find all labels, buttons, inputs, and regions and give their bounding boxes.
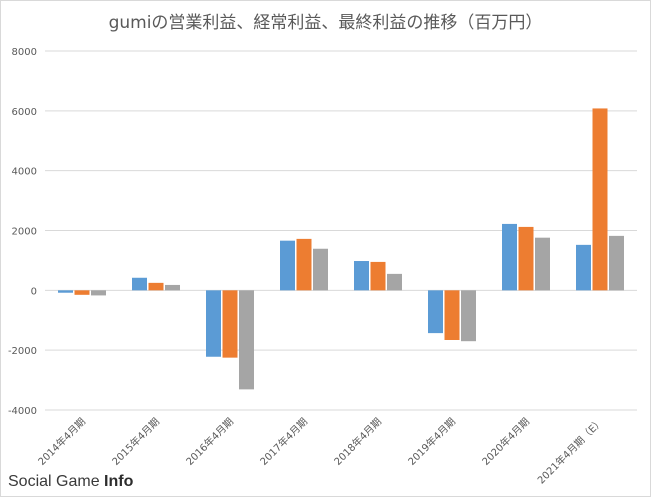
bar-2-8: [592, 108, 608, 291]
bar-2-6: [444, 290, 460, 340]
bar-2-1: [74, 290, 90, 295]
watermark-accent: Info: [104, 473, 134, 490]
bar-3-1: [91, 290, 106, 296]
watermark-text: Social Game: [8, 473, 105, 490]
x-tick-label: 2015年4月期: [109, 415, 162, 468]
y-tick-label: 8000: [12, 47, 37, 58]
bar-2-3: [222, 290, 238, 358]
y-tick-label: 6000: [12, 107, 37, 118]
bar-1-5: [354, 261, 369, 291]
bar-1-8: [576, 244, 591, 291]
y-axis-ticks: -4000 -2000 0 2000 4000 6000 8000: [8, 47, 37, 417]
bar-3-5: [387, 273, 402, 291]
bar-1-4: [280, 240, 295, 291]
bar-3-7: [535, 237, 550, 291]
bar-1-1: [58, 290, 73, 293]
bar-3-6: [461, 290, 476, 342]
y-tick-label: 0: [31, 286, 37, 297]
x-tick-label: 2016年4月期: [183, 415, 236, 468]
bar-1-2: [132, 277, 147, 291]
bar-1-7: [502, 223, 517, 291]
x-tick-label: 2020年4月期: [479, 415, 532, 468]
x-tick-label: 2021年4月期（E）: [535, 415, 607, 487]
watermark-logo: Social Game Info: [8, 473, 133, 491]
bar-1-3: [206, 290, 221, 357]
bars: [58, 108, 624, 390]
bar-2-5: [370, 261, 386, 291]
x-tick-label: 2017年4月期: [257, 415, 310, 468]
bar-2-4: [296, 238, 312, 291]
x-tick-label: 2018年4月期: [331, 415, 384, 468]
bar-3-2: [165, 284, 180, 291]
bar-3-8: [609, 235, 624, 291]
chart-title: gumiの営業利益、経常利益、最終利益の推移（百万円）: [108, 13, 543, 33]
bar-2-2: [148, 282, 164, 291]
bar-3-3: [239, 290, 254, 390]
grid-lines: [45, 50, 637, 411]
y-tick-label: 2000: [12, 227, 37, 238]
y-tick-label: -2000: [8, 346, 37, 357]
bar-2-7: [518, 226, 534, 291]
bar-1-6: [428, 290, 443, 334]
y-tick-label: 4000: [12, 167, 37, 178]
y-tick-label: -4000: [8, 406, 37, 417]
bar-3-4: [313, 248, 328, 291]
x-tick-label: 2014年4月期: [35, 415, 88, 468]
x-tick-label: 2019年4月期: [405, 415, 458, 468]
